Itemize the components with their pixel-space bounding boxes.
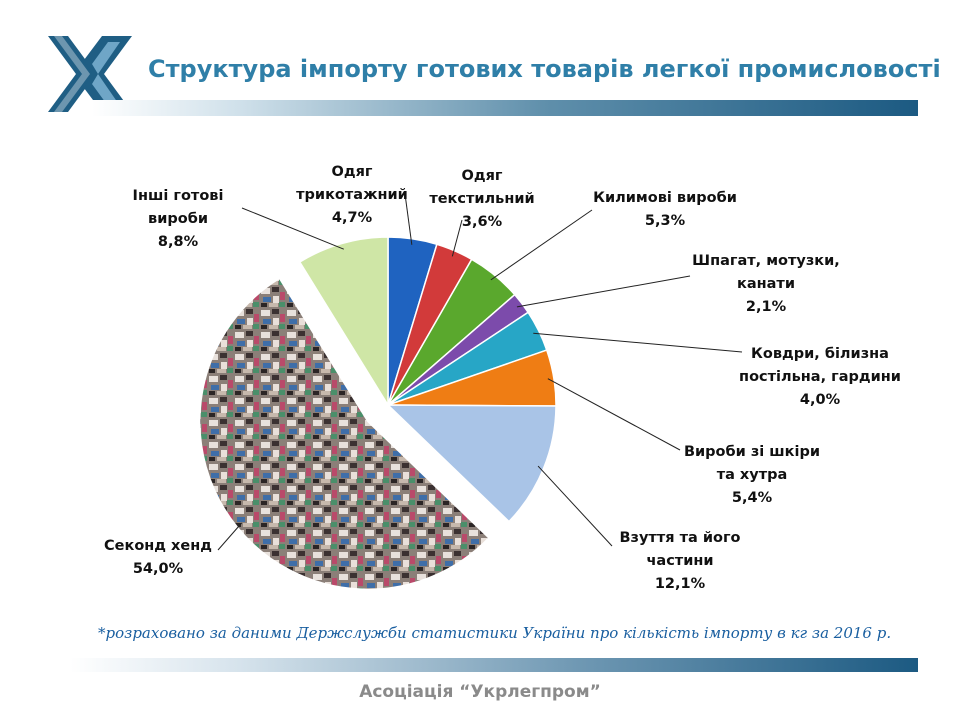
slice-value-label: 4,0%	[800, 392, 841, 408]
association-name: Асоціація “Укрлегпром”	[359, 682, 601, 702]
slice-label: Одяг текстильний 3,6%	[429, 168, 534, 230]
page-title: Структура імпорту готових товарів легкої…	[148, 55, 941, 83]
pie-slice	[386, 404, 557, 523]
slice-value-label: 5,3%	[645, 213, 686, 229]
slice-name-label: та хутра	[717, 467, 788, 483]
slice-name-label: трикотажний	[296, 187, 408, 203]
leader-line	[537, 465, 613, 547]
slice-value-label: 12,1%	[655, 576, 706, 592]
leader-line	[516, 275, 691, 308]
slice-name-label: Вироби зі шкіри	[684, 444, 820, 460]
slice-name-label: вироби	[148, 211, 208, 227]
slice-label: Шпагат, мотузки, канати 2,1%	[692, 253, 840, 315]
slice-label: Взуття та його частини 12,1%	[620, 530, 741, 592]
leader-line	[217, 522, 243, 551]
title-underline-bar	[92, 100, 918, 116]
slice-value-label: 2,1%	[746, 299, 787, 315]
slice-value-label: 8,8%	[158, 234, 199, 250]
footnote: *розраховано за даними Держслужби статис…	[98, 624, 892, 642]
slice-name-label: Ковдри, білизна	[751, 346, 889, 362]
slice-name-label: постільна, гардини	[739, 369, 901, 385]
slice-label: Ковдри, білизна постільна, гардини 4,0%	[739, 346, 901, 408]
slice-name-label: Одяг	[332, 164, 373, 180]
leader-line	[451, 219, 463, 257]
slice-name-label: канати	[737, 276, 795, 292]
footer-bar	[70, 658, 918, 672]
slice-label: Одяг трикотажний 4,7%	[296, 164, 408, 226]
leader-line	[404, 193, 413, 245]
leader-line	[241, 207, 344, 250]
slice-name-label: частини	[646, 553, 713, 569]
leader-line	[490, 209, 593, 281]
slice-name-label: Секонд хенд	[104, 538, 212, 554]
slice-name-label: Шпагат, мотузки,	[692, 253, 840, 269]
pie-slice	[298, 236, 389, 408]
slice-label: Секонд хенд 54,0%	[104, 538, 212, 577]
slice-value-label: 54,0%	[133, 561, 184, 577]
slice-label: Вироби зі шкіри та хутра 5,4%	[684, 444, 820, 506]
slice-value-label: 4,7%	[332, 210, 373, 226]
slice-name-label: Килимові вироби	[593, 190, 737, 206]
leader-line	[533, 332, 743, 353]
slice-name-label: текстильний	[429, 191, 534, 207]
logo-icon	[48, 36, 132, 112]
leader-line	[547, 378, 681, 451]
slice-label: Інші готові вироби 8,8%	[133, 188, 224, 250]
slice-name-label: Взуття та його	[620, 530, 741, 546]
slice-value-label: 5,4%	[732, 490, 773, 506]
slice-name-label: Одяг	[462, 168, 503, 184]
pie-slice	[199, 277, 490, 591]
slice-value-label: 3,6%	[462, 214, 503, 230]
slice-name-label: Інші готові	[133, 188, 224, 204]
slice-label: Килимові вироби 5,3%	[593, 190, 737, 229]
